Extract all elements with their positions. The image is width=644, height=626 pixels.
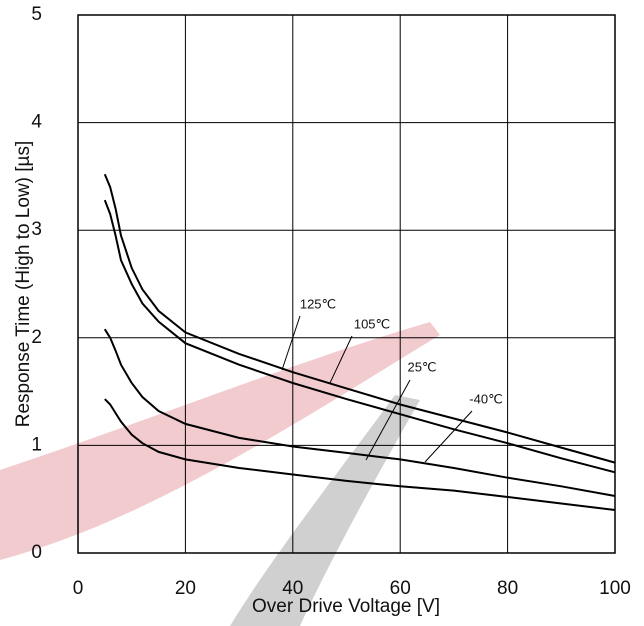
series-line: [104, 398, 616, 511]
x-tick-label: 40: [282, 578, 303, 599]
label-leader: [329, 335, 353, 384]
y-tick-label: 3: [31, 219, 42, 240]
label-leader: [281, 315, 301, 371]
watermark: [230, 395, 420, 626]
label-leader: [424, 410, 473, 463]
y-tick-label: 2: [31, 327, 42, 348]
y-tick-label: 5: [31, 4, 42, 25]
series-line: [103, 173, 616, 464]
series-label: 125℃: [300, 296, 336, 311]
y-tick-label: 1: [31, 434, 42, 455]
x-tick-label: 60: [390, 578, 411, 599]
series-line: [103, 199, 616, 474]
watermark: [0, 322, 440, 560]
x-tick-label: 20: [175, 578, 196, 599]
x-axis-label: Over Drive Voltage [V]: [252, 596, 440, 617]
x-tick-label: 0: [73, 578, 84, 599]
x-tick-label: 100: [599, 578, 631, 599]
y-tick-label: 4: [31, 112, 42, 133]
label-leader: [365, 379, 411, 461]
series-label: -40℃: [469, 391, 502, 406]
y-tick-label: 0: [31, 542, 42, 563]
series-line: [103, 328, 616, 497]
series-label: 105℃: [354, 316, 390, 331]
x-tick-label: 80: [497, 578, 518, 599]
series-label: 25℃: [407, 359, 436, 374]
plot-frame: [77, 14, 616, 554]
y-axis-label: Response Time (High to Low) [µs]: [13, 141, 34, 428]
